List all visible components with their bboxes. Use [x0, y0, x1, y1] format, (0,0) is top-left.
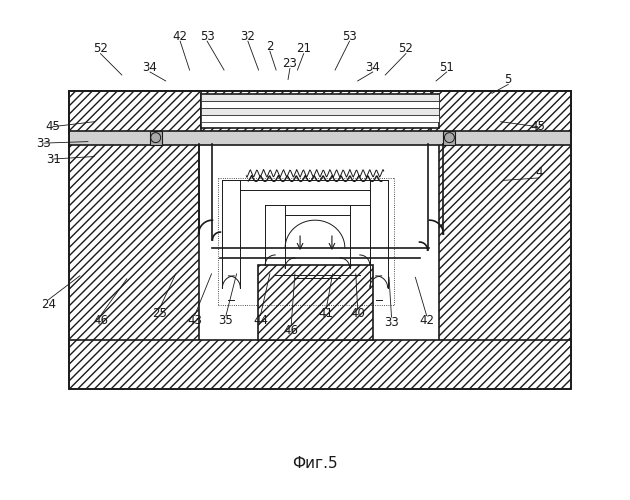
- Text: 42: 42: [419, 314, 434, 327]
- Text: 5: 5: [505, 73, 512, 86]
- Bar: [432, 91, 571, 132]
- Text: 31: 31: [46, 152, 61, 166]
- Text: 46: 46: [93, 314, 108, 327]
- Text: 32: 32: [241, 30, 255, 43]
- Text: 35: 35: [219, 314, 233, 327]
- Text: 23: 23: [282, 57, 297, 70]
- Text: 52: 52: [93, 42, 108, 55]
- Bar: [150, 130, 162, 144]
- Text: 43: 43: [187, 314, 202, 327]
- Text: 42: 42: [173, 30, 188, 43]
- Text: 24: 24: [41, 298, 56, 311]
- Bar: [69, 91, 571, 132]
- Text: 51: 51: [439, 60, 454, 74]
- Text: Фиг.5: Фиг.5: [292, 456, 338, 471]
- Text: 2: 2: [266, 40, 273, 52]
- Text: 33: 33: [37, 136, 52, 149]
- Bar: [69, 130, 571, 144]
- Text: 25: 25: [152, 307, 167, 320]
- Text: 53: 53: [200, 30, 214, 43]
- Bar: [444, 130, 455, 144]
- Text: 40: 40: [350, 307, 365, 320]
- Text: 21: 21: [296, 42, 311, 55]
- Bar: [69, 91, 571, 389]
- Text: 53: 53: [342, 30, 357, 43]
- Text: 34: 34: [142, 60, 158, 74]
- Text: 34: 34: [365, 60, 380, 74]
- Text: 52: 52: [399, 42, 413, 55]
- Text: 4: 4: [535, 166, 542, 179]
- Bar: [258, 265, 373, 340]
- Text: 45: 45: [530, 120, 545, 133]
- Bar: [200, 94, 440, 101]
- Text: 45: 45: [45, 120, 60, 133]
- Bar: [200, 115, 440, 121]
- Text: 44: 44: [253, 314, 268, 327]
- Bar: [69, 340, 571, 389]
- Bar: [200, 101, 440, 108]
- Bar: [440, 144, 571, 358]
- Text: 41: 41: [319, 307, 334, 320]
- Text: 46: 46: [284, 324, 299, 337]
- Bar: [69, 144, 198, 358]
- Text: 33: 33: [384, 316, 399, 328]
- Bar: [200, 94, 440, 128]
- Bar: [69, 91, 200, 132]
- Bar: [200, 108, 440, 115]
